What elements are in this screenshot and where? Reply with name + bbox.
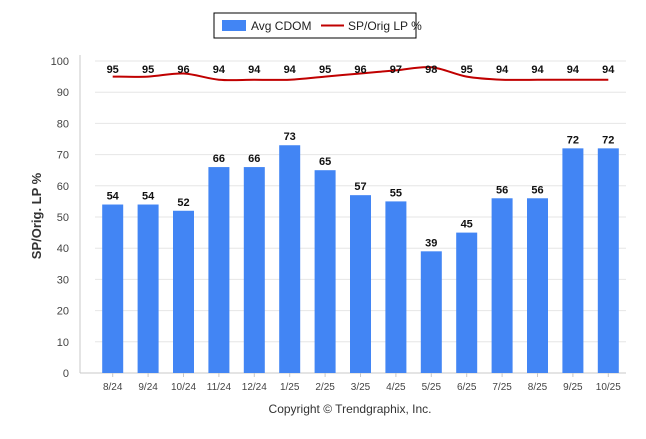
y-tick-label: 30 [57,274,69,286]
bar-data-label: 57 [354,181,366,193]
bar-data-label: 52 [177,197,189,209]
bar-data-label: 73 [284,131,296,143]
x-tick-label: 12/24 [242,382,267,393]
line-data-label: 98 [425,64,437,76]
x-tick-label: 10/25 [596,382,621,393]
x-tick-label: 9/25 [563,382,583,393]
bar-data-label: 55 [390,187,402,199]
line-data-label: 94 [567,64,580,76]
bar-data-label: 66 [248,153,260,165]
line-data-label: 95 [461,64,473,76]
bar-data-label: 54 [142,191,155,203]
bar [243,167,265,373]
line-series: 95 95 96 94 94 94 95 96 97 98 95 94 94 94 94 [107,64,615,82]
line-data-label: 96 [354,64,366,76]
bar [350,195,371,373]
x-tick-label: 3/25 [351,382,371,393]
line-data-label: 94 [531,64,544,76]
x-tick-label: 5/25 [422,382,442,393]
bar [456,232,478,373]
x-tick-label: 10/24 [171,382,196,393]
bar-series: 54 54 52 66 66 73 65 57 55 39 45 56 56 72 72 [102,131,619,373]
y-tick-label: 70 [57,150,69,162]
bar [491,198,513,373]
bar [102,204,124,373]
bar [597,148,619,373]
legend-label-line: SP/Orig LP % [348,19,422,33]
line-data-label: 94 [213,64,226,76]
y-tick-label: 40 [57,243,69,255]
y-tick-label: 80 [57,118,69,130]
bar [208,167,230,373]
line-data-label: 95 [142,64,154,76]
legend-box [213,12,417,39]
bar [314,170,336,373]
axes: 0 10 20 30 40 50 60 70 80 90 100 8/24 9/24 10/24 11/24… [51,55,626,393]
bar [420,251,442,373]
bar [137,204,159,373]
x-tick-label: 9/24 [138,382,158,393]
bar-data-label: 56 [496,184,508,196]
bar-data-label: 54 [107,191,120,203]
y-tick-label: 50 [57,212,69,224]
legend-swatch-bar [222,20,246,31]
y-tick-label: 100 [51,56,69,68]
bar [527,198,548,373]
bar [279,145,301,373]
legend: Avg CDOM SP/Orig LP % [213,12,422,39]
legend-label-bar: Avg CDOM [251,19,311,33]
line-data-label: 95 [107,64,119,76]
bar [173,210,194,373]
line-data-label: 94 [602,64,615,76]
y-tick-label: 0 [63,368,69,380]
bar [385,201,407,373]
x-tick-label: 2/25 [315,382,335,393]
y-tick-label: 20 [57,306,69,318]
bar-data-label: 72 [602,134,614,146]
x-tick-label: 7/25 [492,382,512,393]
bar-data-label: 56 [531,184,543,196]
line-data-label: 97 [390,64,402,76]
bar-data-label: 66 [213,153,225,165]
bar-data-label: 45 [461,219,473,231]
x-tick-label: 8/25 [528,382,548,393]
x-tick-label: 11/24 [207,382,232,393]
x-tick-label: 8/24 [103,382,123,393]
line-data-label: 94 [496,64,509,76]
copyright-text: Copyright © Trendgraphix, Inc. [269,402,432,416]
y-tick-label: 60 [57,181,69,193]
line-data-label: 94 [248,64,261,76]
bar-data-label: 72 [567,134,579,146]
y-axis-label: SP/Orig. LP % [29,172,44,259]
bar-data-label: 39 [425,237,437,249]
line-data-label: 95 [319,64,331,76]
x-tick-label: 6/25 [457,382,477,393]
bar-data-label: 65 [319,156,331,168]
line-data-label: 94 [284,64,297,76]
y-tick-label: 10 [57,337,69,349]
x-tick-label: 4/25 [386,382,406,393]
y-tick-label: 90 [57,87,69,99]
line-series-path [112,66,609,82]
bar [562,148,584,373]
x-tick-label: 1/25 [280,382,300,393]
line-data-label: 96 [177,64,189,76]
